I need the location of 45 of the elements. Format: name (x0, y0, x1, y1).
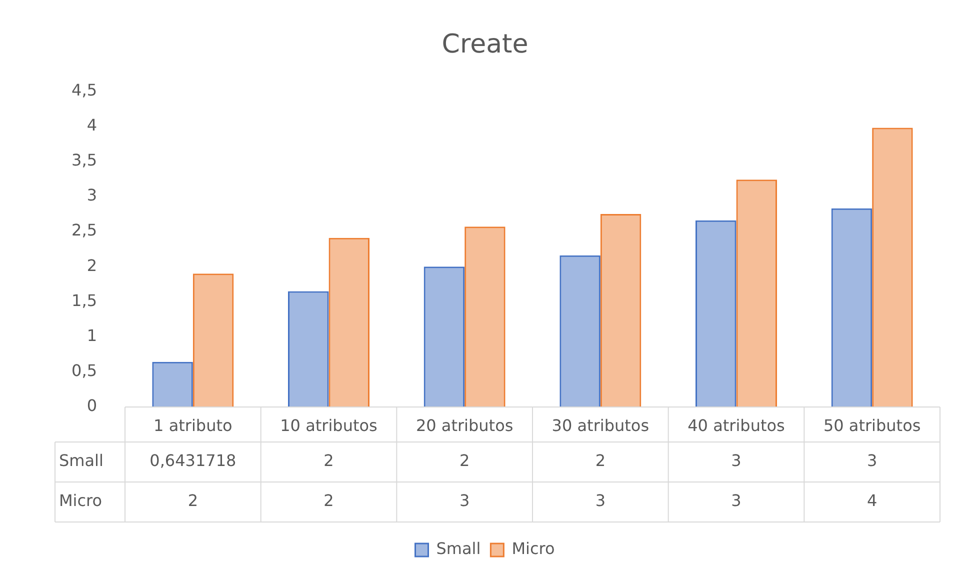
bar (424, 266, 465, 407)
y-tick-label: 4,5 (72, 80, 97, 100)
x-tick-label: 30 atributos (552, 416, 650, 435)
data-label: 3 (731, 451, 742, 470)
data-label: 3 (866, 451, 878, 470)
data-label: 4 (866, 491, 878, 510)
data-label: 2 (459, 451, 470, 470)
data-label: 2 (324, 451, 334, 470)
y-tick-label: 4 (86, 115, 97, 134)
data-label: 3 (595, 491, 606, 510)
y-tick-label: 3,5 (72, 150, 97, 170)
x-tick-label: 40 atributos (688, 416, 785, 435)
text: Small (59, 451, 104, 470)
y-tick-label: 1 (86, 326, 97, 345)
text: Micro (59, 491, 102, 510)
x-tick-label: 20 atributos (416, 416, 514, 435)
bar (560, 255, 600, 407)
data-label: 2 (324, 491, 334, 510)
data-label: 2 (595, 451, 606, 470)
legend-label: Micro (512, 539, 555, 558)
y-tick-label: 2,5 (72, 220, 97, 240)
data-label: 2 (188, 491, 198, 510)
legend-label: Small (436, 539, 481, 558)
x-tick-label: 50 atributos (823, 416, 921, 435)
y-tick-label: 0 (86, 396, 97, 416)
x-tick-label: 10 atributos (280, 416, 378, 435)
bar (600, 214, 642, 407)
bar (831, 208, 872, 407)
bar (696, 220, 736, 407)
y-tick-label: 0,5 (72, 361, 97, 380)
bar (736, 180, 777, 407)
data-label: 3 (459, 491, 470, 510)
x-tick-label: 1 atributo (154, 416, 232, 435)
bar (288, 291, 329, 407)
bar (192, 274, 234, 407)
bar (872, 128, 913, 407)
bar (152, 362, 193, 407)
chart-title: Create (442, 29, 528, 60)
y-tick-label: 2 (86, 256, 97, 275)
y-tick-label: 3 (86, 186, 97, 205)
y-tick-label: 1,5 (72, 290, 97, 310)
data-label: 3 (731, 491, 742, 510)
bar (464, 226, 506, 407)
bar (328, 238, 370, 407)
data-label: 0,6431718 (150, 451, 236, 470)
